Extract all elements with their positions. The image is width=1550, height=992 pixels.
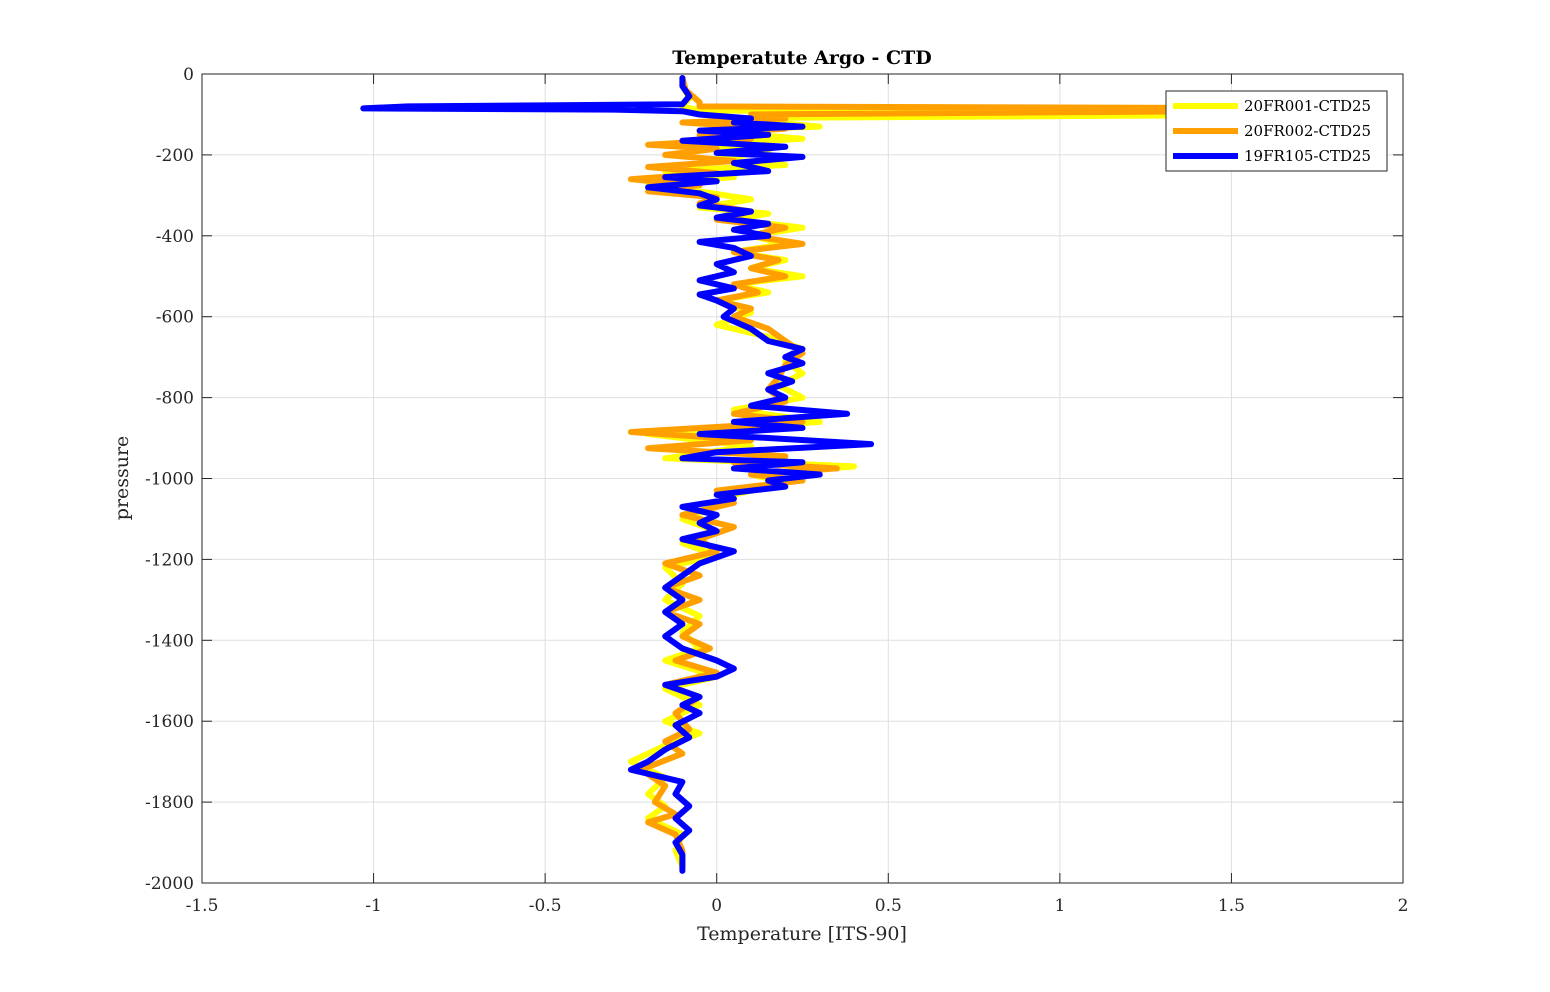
x-tick-label: 0.5 <box>875 896 902 916</box>
y-tick-label: -1400 <box>145 631 194 651</box>
legend-label-3: 19FR105-CTD25 <box>1244 147 1371 165</box>
y-tick-label: -800 <box>156 389 194 409</box>
x-tick-label: 1 <box>1054 896 1065 916</box>
y-tick-label: -600 <box>156 308 194 328</box>
legend-label-1: 20FR001-CTD25 <box>1244 97 1371 115</box>
ticks <box>201 73 1404 884</box>
y-tick-label: -1800 <box>145 793 194 813</box>
y-tick-labels: 0 -200 -400 -600 -800 -1000 -1200 -1400 -1600 -18… <box>145 65 194 894</box>
x-tick-label: 1.5 <box>1218 896 1245 916</box>
y-tick-label: -200 <box>156 146 194 166</box>
y-axis-label: pressure <box>111 436 133 521</box>
y-tick-label: -1000 <box>145 470 194 490</box>
x-tick-label: 2 <box>1398 896 1409 916</box>
series-layer <box>360 75 1372 874</box>
legend: 20FR001-CTD25 20FR002-CTD25 19FR105-CTD25 <box>1165 90 1388 172</box>
x-tick-label: -0.5 <box>529 896 562 916</box>
y-tick-label: 0 <box>183 65 194 85</box>
x-tick-label: -1 <box>365 896 382 916</box>
y-tick-label: -1600 <box>145 712 194 732</box>
x-axis-label: Temperature [ITS-90] <box>697 923 907 945</box>
series-line-2 <box>627 75 1372 870</box>
y-tick-label: -1200 <box>145 550 194 570</box>
x-tick-label: -1.5 <box>186 896 219 916</box>
x-tick-label: 0 <box>711 896 722 916</box>
series-line-3 <box>360 75 875 874</box>
legend-label-2: 20FR002-CTD25 <box>1244 122 1371 140</box>
y-tick-label: -2000 <box>145 874 194 894</box>
x-tick-labels: -1.5 -1 -0.5 0 0.5 1 1.5 2 <box>186 896 1409 916</box>
y-tick-label: -400 <box>156 227 194 247</box>
chart-title: Temperatute Argo - CTD <box>672 47 931 69</box>
